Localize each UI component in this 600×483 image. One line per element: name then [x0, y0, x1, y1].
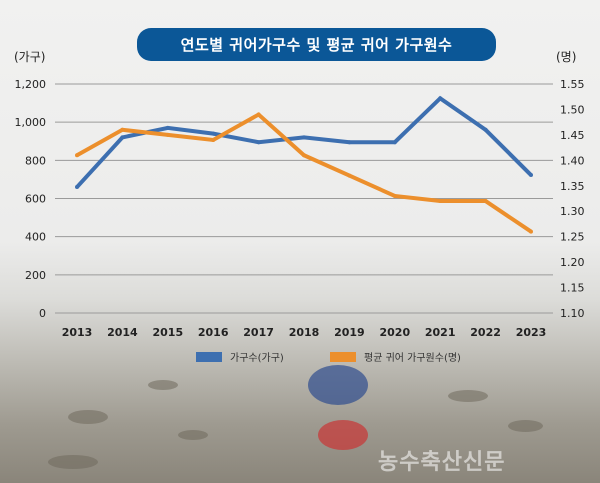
data-point: [120, 127, 125, 132]
x-tick-label: 2016: [198, 326, 229, 339]
legend-label: 가구수(가구): [230, 353, 284, 364]
left-tick-label: 0: [39, 307, 46, 320]
data-point: [392, 193, 397, 198]
right-tick-label: 1.55: [560, 78, 585, 91]
right-tick-label: 1.30: [560, 205, 585, 218]
x-tick-label: 2014: [107, 326, 138, 339]
chart-title: 연도별 귀어가구수 및 평균 귀어 가구원수: [137, 28, 496, 61]
data-point: [211, 137, 216, 142]
data-point: [256, 140, 261, 145]
series-line-members: [76, 112, 533, 234]
x-tick-label: 2022: [470, 326, 501, 339]
data-point: [302, 153, 306, 158]
data-point: [75, 185, 79, 190]
series-line-households: [75, 95, 533, 189]
right-tick-label: 1.25: [560, 231, 585, 244]
left-tick-label: 400: [25, 231, 46, 244]
right-tick-label: 1.45: [560, 129, 585, 142]
left-tick-label: 1,000: [15, 116, 47, 129]
data-point: [438, 96, 443, 101]
photo-background: [8, 0, 592, 483]
data-point: [392, 140, 397, 145]
left-tick-label: 800: [25, 154, 46, 167]
data-point: [529, 229, 533, 234]
data-point: [483, 199, 488, 204]
data-point: [75, 153, 79, 158]
data-point: [120, 135, 125, 140]
left-tick-label: 600: [25, 193, 46, 206]
right-tick-label: 1.20: [560, 256, 585, 269]
legend-item-households: 가구수(가구): [196, 349, 284, 364]
left-tick-label: 1,200: [15, 78, 47, 91]
data-point: [438, 199, 443, 204]
x-tick-label: 2013: [62, 326, 93, 339]
data-point: [302, 135, 306, 140]
data-point: [165, 125, 170, 130]
legend-swatch-blue: [196, 351, 222, 362]
x-tick-label: 2023: [516, 326, 547, 339]
data-point: [347, 140, 352, 145]
x-tick-label: 2020: [379, 326, 410, 339]
x-tick-label: 2021: [425, 326, 456, 339]
x-tick-label: 2018: [289, 326, 320, 339]
data-point: [165, 132, 170, 137]
legend-swatch-orange: [330, 351, 356, 362]
x-tick-label: 2015: [152, 326, 183, 339]
data-point: [347, 173, 352, 178]
data-point: [529, 173, 533, 178]
x-tick-label: 2017: [243, 326, 274, 339]
data-point: [211, 131, 216, 136]
x-tick-label: 2019: [334, 326, 365, 339]
right-tick-label: 1.10: [560, 307, 585, 320]
right-tick-label: 1.50: [560, 103, 585, 116]
data-point: [483, 127, 488, 132]
right-tick-label: 1.35: [560, 180, 585, 193]
left-tick-label: 200: [25, 269, 46, 282]
right-axis-unit: (명): [556, 50, 577, 64]
legend-item-members: 평균 귀어 가구원수(명): [330, 349, 461, 364]
right-tick-label: 1.40: [560, 154, 585, 167]
data-point: [256, 112, 261, 117]
left-axis-unit: (가구): [14, 50, 46, 64]
legend-label: 평균 귀어 가구원수(명): [364, 353, 461, 364]
right-tick-label: 1.15: [560, 282, 585, 295]
watermark: 농수축산신문: [378, 450, 506, 475]
